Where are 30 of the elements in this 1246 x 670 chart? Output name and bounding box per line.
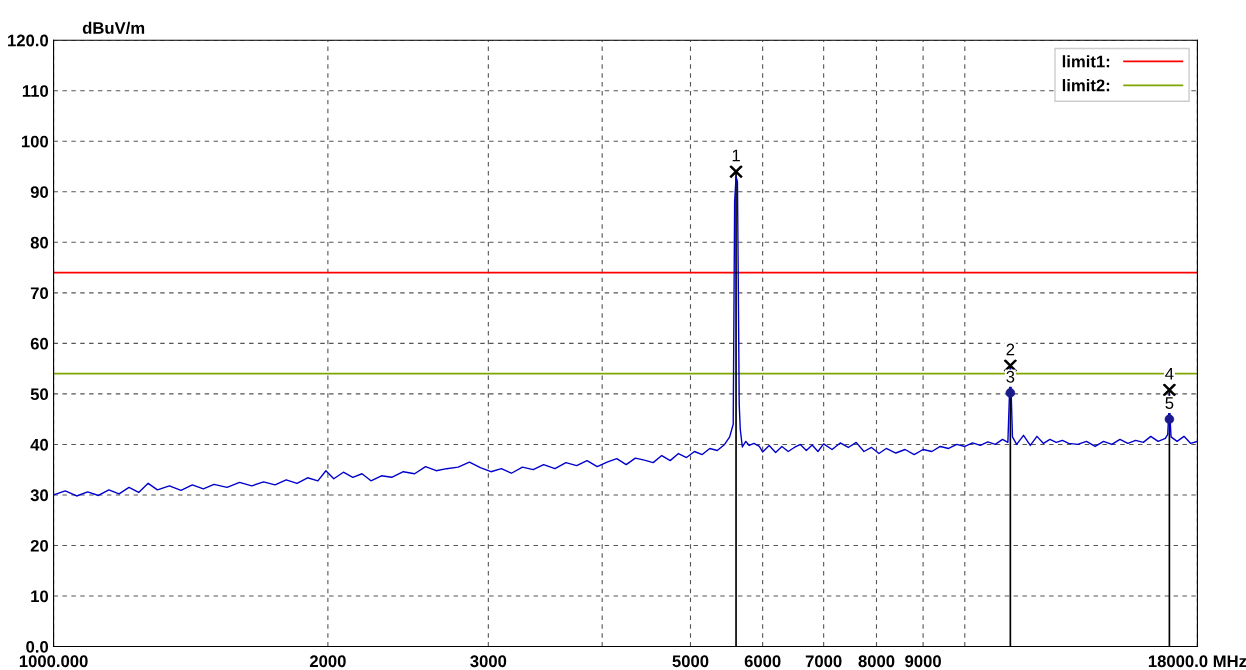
y-tick-label: 10 bbox=[31, 590, 49, 603]
y-tick-label: 20 bbox=[30, 539, 49, 552]
y-tick-label: 70 bbox=[30, 287, 49, 300]
x-tick-label: 1000.000 bbox=[19, 655, 88, 668]
annotation: 4 bbox=[1165, 367, 1174, 380]
x-tick-label: 3000 bbox=[470, 655, 507, 668]
legend-label: limit1: bbox=[1062, 55, 1110, 68]
y-tick-label: 90 bbox=[30, 186, 49, 198]
annotation: 5 bbox=[1165, 397, 1174, 409]
y-tick-label: 120.0 bbox=[8, 34, 49, 47]
y-tick-label: 30 bbox=[30, 489, 49, 502]
y-tick-label: 40 bbox=[30, 438, 49, 451]
y-tick-label: 50 bbox=[30, 388, 49, 401]
x-tick-label: 18000.0 MHz bbox=[1148, 655, 1246, 668]
y-tick-label: 80 bbox=[30, 236, 49, 249]
annotation: 1 bbox=[732, 149, 740, 162]
x-tick-label: 5000 bbox=[672, 655, 709, 668]
annotation: 2 bbox=[1006, 343, 1015, 356]
x-tick-label: 9000 bbox=[905, 655, 941, 668]
y-tick-label: 110 bbox=[22, 85, 49, 97]
x-tick-label: 7000 bbox=[805, 655, 842, 668]
y-tick-label: 100 bbox=[21, 135, 49, 148]
x-tick-label: 6000 bbox=[744, 655, 781, 668]
annotation: 3 bbox=[1006, 370, 1015, 383]
legend-label: limit2: bbox=[1062, 79, 1110, 92]
y-tick-label: 60 bbox=[30, 337, 49, 350]
x-tick-label: 8000 bbox=[858, 655, 895, 668]
x-tick-label: 2000 bbox=[309, 655, 346, 668]
y-axis-title: dBuV/m bbox=[82, 21, 145, 35]
y-tick-label: 0.0 bbox=[26, 640, 49, 653]
